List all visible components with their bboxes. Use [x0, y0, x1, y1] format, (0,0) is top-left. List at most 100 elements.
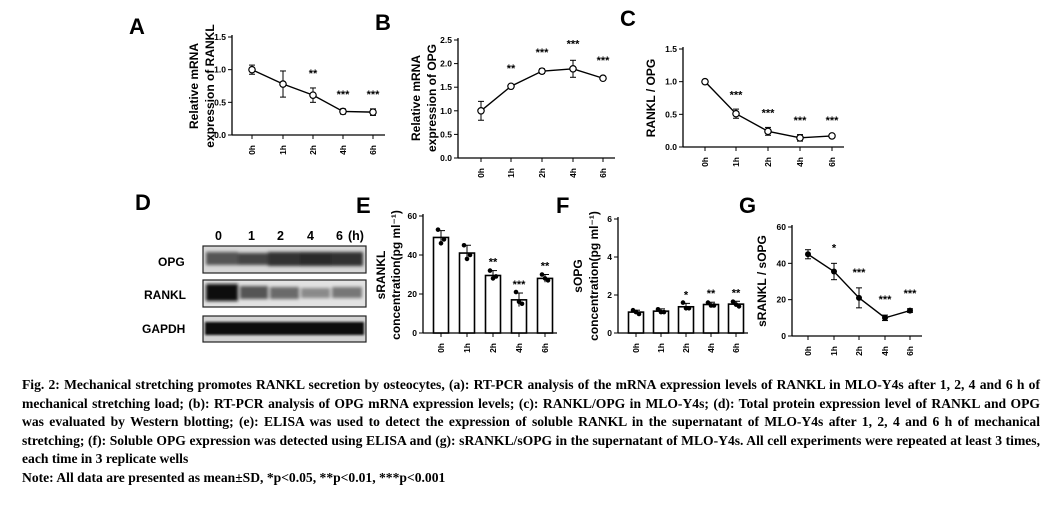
significance-label: ***	[730, 89, 744, 101]
significance-label: **	[707, 288, 716, 300]
x-tick-label: 1h	[506, 168, 516, 178]
blot-lane-label: 4	[307, 229, 314, 243]
y-tick-label: 20	[777, 295, 787, 305]
x-tick-label: 1h	[731, 157, 741, 167]
bar	[652, 310, 670, 334]
data-point	[764, 127, 772, 136]
y-tick-label: 40	[777, 258, 787, 268]
data-point	[730, 299, 736, 304]
blot-row-label-gapdh: GAPDH	[142, 322, 185, 336]
blot-band	[270, 287, 299, 299]
blot-band	[332, 287, 362, 298]
significance-label: ***	[826, 115, 840, 127]
significance-label: **	[507, 63, 516, 75]
caption-note: Note: All data are presented as mean±SD,…	[22, 469, 446, 485]
y-tick-label: 60	[408, 211, 418, 221]
data-point	[708, 303, 714, 308]
data-point	[542, 276, 548, 281]
data-point	[461, 242, 467, 248]
chart-b-opg-mrna: 0.0 0.5 1.0 1.5 2.0 2.5 0h 1h 2h 4h 6h Relative mRN…	[409, 35, 615, 178]
x-tick-label: 0h	[803, 346, 813, 356]
x-tick-label: 0h	[700, 157, 710, 167]
x-tick-label: 4h	[880, 346, 890, 356]
data-point	[467, 252, 473, 258]
significance-label: **	[309, 68, 318, 80]
y-axis-label: sRANKL	[374, 251, 388, 300]
data-point	[658, 309, 664, 315]
panel-label-b: B	[375, 10, 391, 35]
significance-label: ***	[367, 89, 381, 101]
blot-band	[240, 286, 268, 299]
data-point	[516, 299, 522, 305]
significance-label: **	[541, 261, 550, 273]
x-tick-label: 6h	[540, 343, 550, 353]
data-point	[435, 227, 441, 232]
data-point	[490, 276, 496, 281]
blot-lane-unit: (h)	[348, 229, 364, 243]
significance-label: ***	[794, 115, 808, 127]
data-point	[487, 268, 493, 273]
x-tick-label: 6h	[368, 145, 378, 155]
significance-label: ***	[337, 89, 351, 101]
data-point	[907, 307, 913, 314]
y-tick-label: 4	[607, 252, 612, 262]
y-tick-label: 0	[607, 328, 612, 338]
x-tick-label: 1h	[278, 145, 288, 155]
data-point	[680, 300, 686, 305]
y-tick-label: 0.5	[440, 129, 452, 139]
data-point	[633, 309, 639, 315]
data-point	[438, 241, 444, 246]
data-point	[805, 251, 811, 258]
bar	[432, 236, 450, 334]
data-point	[279, 80, 287, 88]
blot-lane-label: 2	[277, 229, 284, 243]
significance-label: **	[732, 287, 741, 299]
blot-row-label-opg: OPG	[158, 255, 185, 269]
data-point	[701, 77, 709, 86]
x-tick-label: 1h	[829, 346, 839, 356]
figure-caption: Fig. 2: Mechanical stretching promotes R…	[22, 376, 1040, 488]
chart-a-rankl-mrna: 0.0 0.5 1.0 1.5 0h 1h 2h 4h 6h Relative mRNA expre…	[187, 24, 385, 155]
x-tick-label: 2h	[537, 168, 547, 178]
x-tick-label: 4h	[795, 157, 805, 167]
significance-label: ***	[536, 47, 550, 59]
chart-f-sopg: 0 2 4 6 0h 1h 2h 4h 6h sOPG concentration(pg ml⁻¹)…	[571, 211, 748, 353]
data-point	[477, 107, 485, 115]
y-axis-label: Relative mRNA	[409, 55, 423, 141]
data-point	[538, 67, 546, 75]
y-axis-label: expression of RANKL	[203, 24, 217, 147]
y-tick-label: 1.5	[214, 32, 226, 42]
data-point	[796, 134, 804, 142]
bar	[727, 303, 745, 334]
x-tick-label: 6h	[598, 168, 608, 178]
x-tick-label: 2h	[308, 145, 318, 155]
blot-band	[206, 252, 238, 265]
x-tick-label: 4h	[338, 145, 348, 155]
y-tick-label: 1.0	[665, 77, 677, 87]
significance-label: ***	[513, 279, 527, 291]
y-tick-label: 20	[408, 289, 418, 299]
data-point	[856, 294, 862, 301]
y-tick-label: 2.0	[440, 59, 452, 69]
data-point	[828, 132, 836, 140]
y-tick-label: 0	[412, 328, 417, 338]
x-tick-label: 4h	[514, 343, 524, 353]
y-tick-label: 1.0	[440, 106, 452, 116]
y-tick-label: 0.5	[665, 109, 677, 119]
western-blot: 0 1 2 4 6 (h) OPG RANKL GAPDH	[142, 229, 367, 343]
x-tick-label: 1h	[656, 343, 666, 353]
panel-label-a: A	[129, 14, 145, 39]
significance-label: ***	[567, 38, 581, 50]
significance-label: ***	[879, 294, 893, 306]
x-tick-label: 0h	[476, 168, 486, 178]
data-point	[441, 237, 447, 242]
blot-band	[206, 284, 238, 301]
chart-e-srankl: 0 20 40 60 0h 1h 2h 4h 6h sRANKL concentration(pg …	[374, 210, 557, 353]
y-tick-label: 0	[781, 331, 786, 341]
y-axis-label: expression of OPG	[425, 44, 439, 152]
blot-lane-label: 6	[336, 229, 343, 243]
bar	[536, 277, 554, 334]
y-axis-label: RANKL / OPG	[644, 59, 658, 137]
data-point	[309, 91, 317, 99]
